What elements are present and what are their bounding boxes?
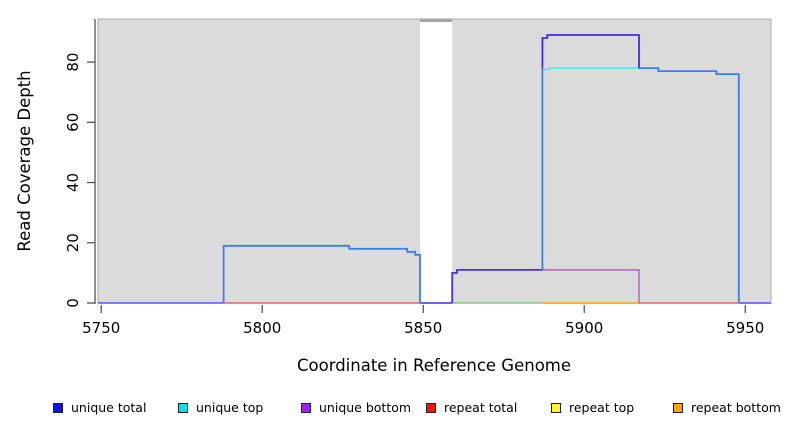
legend-item-repeat-total: repeat total: [426, 400, 517, 416]
legend-label: unique bottom: [319, 400, 412, 415]
series-segment-unique-bottom-visible: [542, 269, 640, 303]
legend-label: unique total: [71, 400, 147, 415]
x-tick-label: 5900: [565, 319, 603, 337]
x-tick-label: 5800: [243, 319, 281, 337]
y-tick-label: 60: [64, 113, 82, 132]
y-tick-label: 40: [64, 173, 82, 192]
x-axis-title: Coordinate in Reference Genome: [297, 356, 571, 375]
coverage-gap-region: [420, 19, 453, 303]
legend-swatch-icon: [426, 403, 436, 413]
legend-swatch-icon: [301, 403, 311, 413]
legend-item-unique-total: unique total: [53, 400, 146, 416]
x-tick-label: 5750: [82, 319, 120, 337]
legend-item-unique-bottom: unique bottom: [301, 400, 411, 416]
legend-label: repeat top: [569, 400, 635, 415]
legend-swatch-icon: [53, 403, 63, 413]
y-tick-label: 80: [64, 53, 82, 72]
series-segment-unique-total-top: [541, 34, 640, 69]
series-segment-unique-top-visible: [544, 67, 639, 71]
series-segment-unique-total-bottom-step: [451, 268, 543, 303]
y-axis-title: Read Coverage Depth: [15, 70, 34, 251]
legend-swatch-icon: [673, 403, 683, 413]
y-tick-label: 20: [64, 233, 82, 252]
series-segment-unique-total-left-plateau: [222, 244, 421, 303]
legend-label: repeat bottom: [691, 400, 781, 415]
x-tick-label: 5950: [726, 319, 764, 337]
coverage-gap-cap: [420, 19, 453, 22]
legend-label: unique top: [196, 400, 264, 415]
legend-swatch-icon: [178, 403, 188, 413]
x-tick-label: 5850: [404, 319, 442, 337]
y-tick-label: 0: [64, 298, 82, 308]
legend-swatch-icon: [551, 403, 561, 413]
legend-item-repeat-bottom: repeat bottom: [673, 400, 781, 416]
legend-label: repeat total: [444, 400, 518, 415]
legend-item-repeat-top: repeat top: [551, 400, 634, 416]
legend-item-unique-top: unique top: [178, 400, 263, 416]
series-segment-unique-total-right: [639, 67, 740, 303]
